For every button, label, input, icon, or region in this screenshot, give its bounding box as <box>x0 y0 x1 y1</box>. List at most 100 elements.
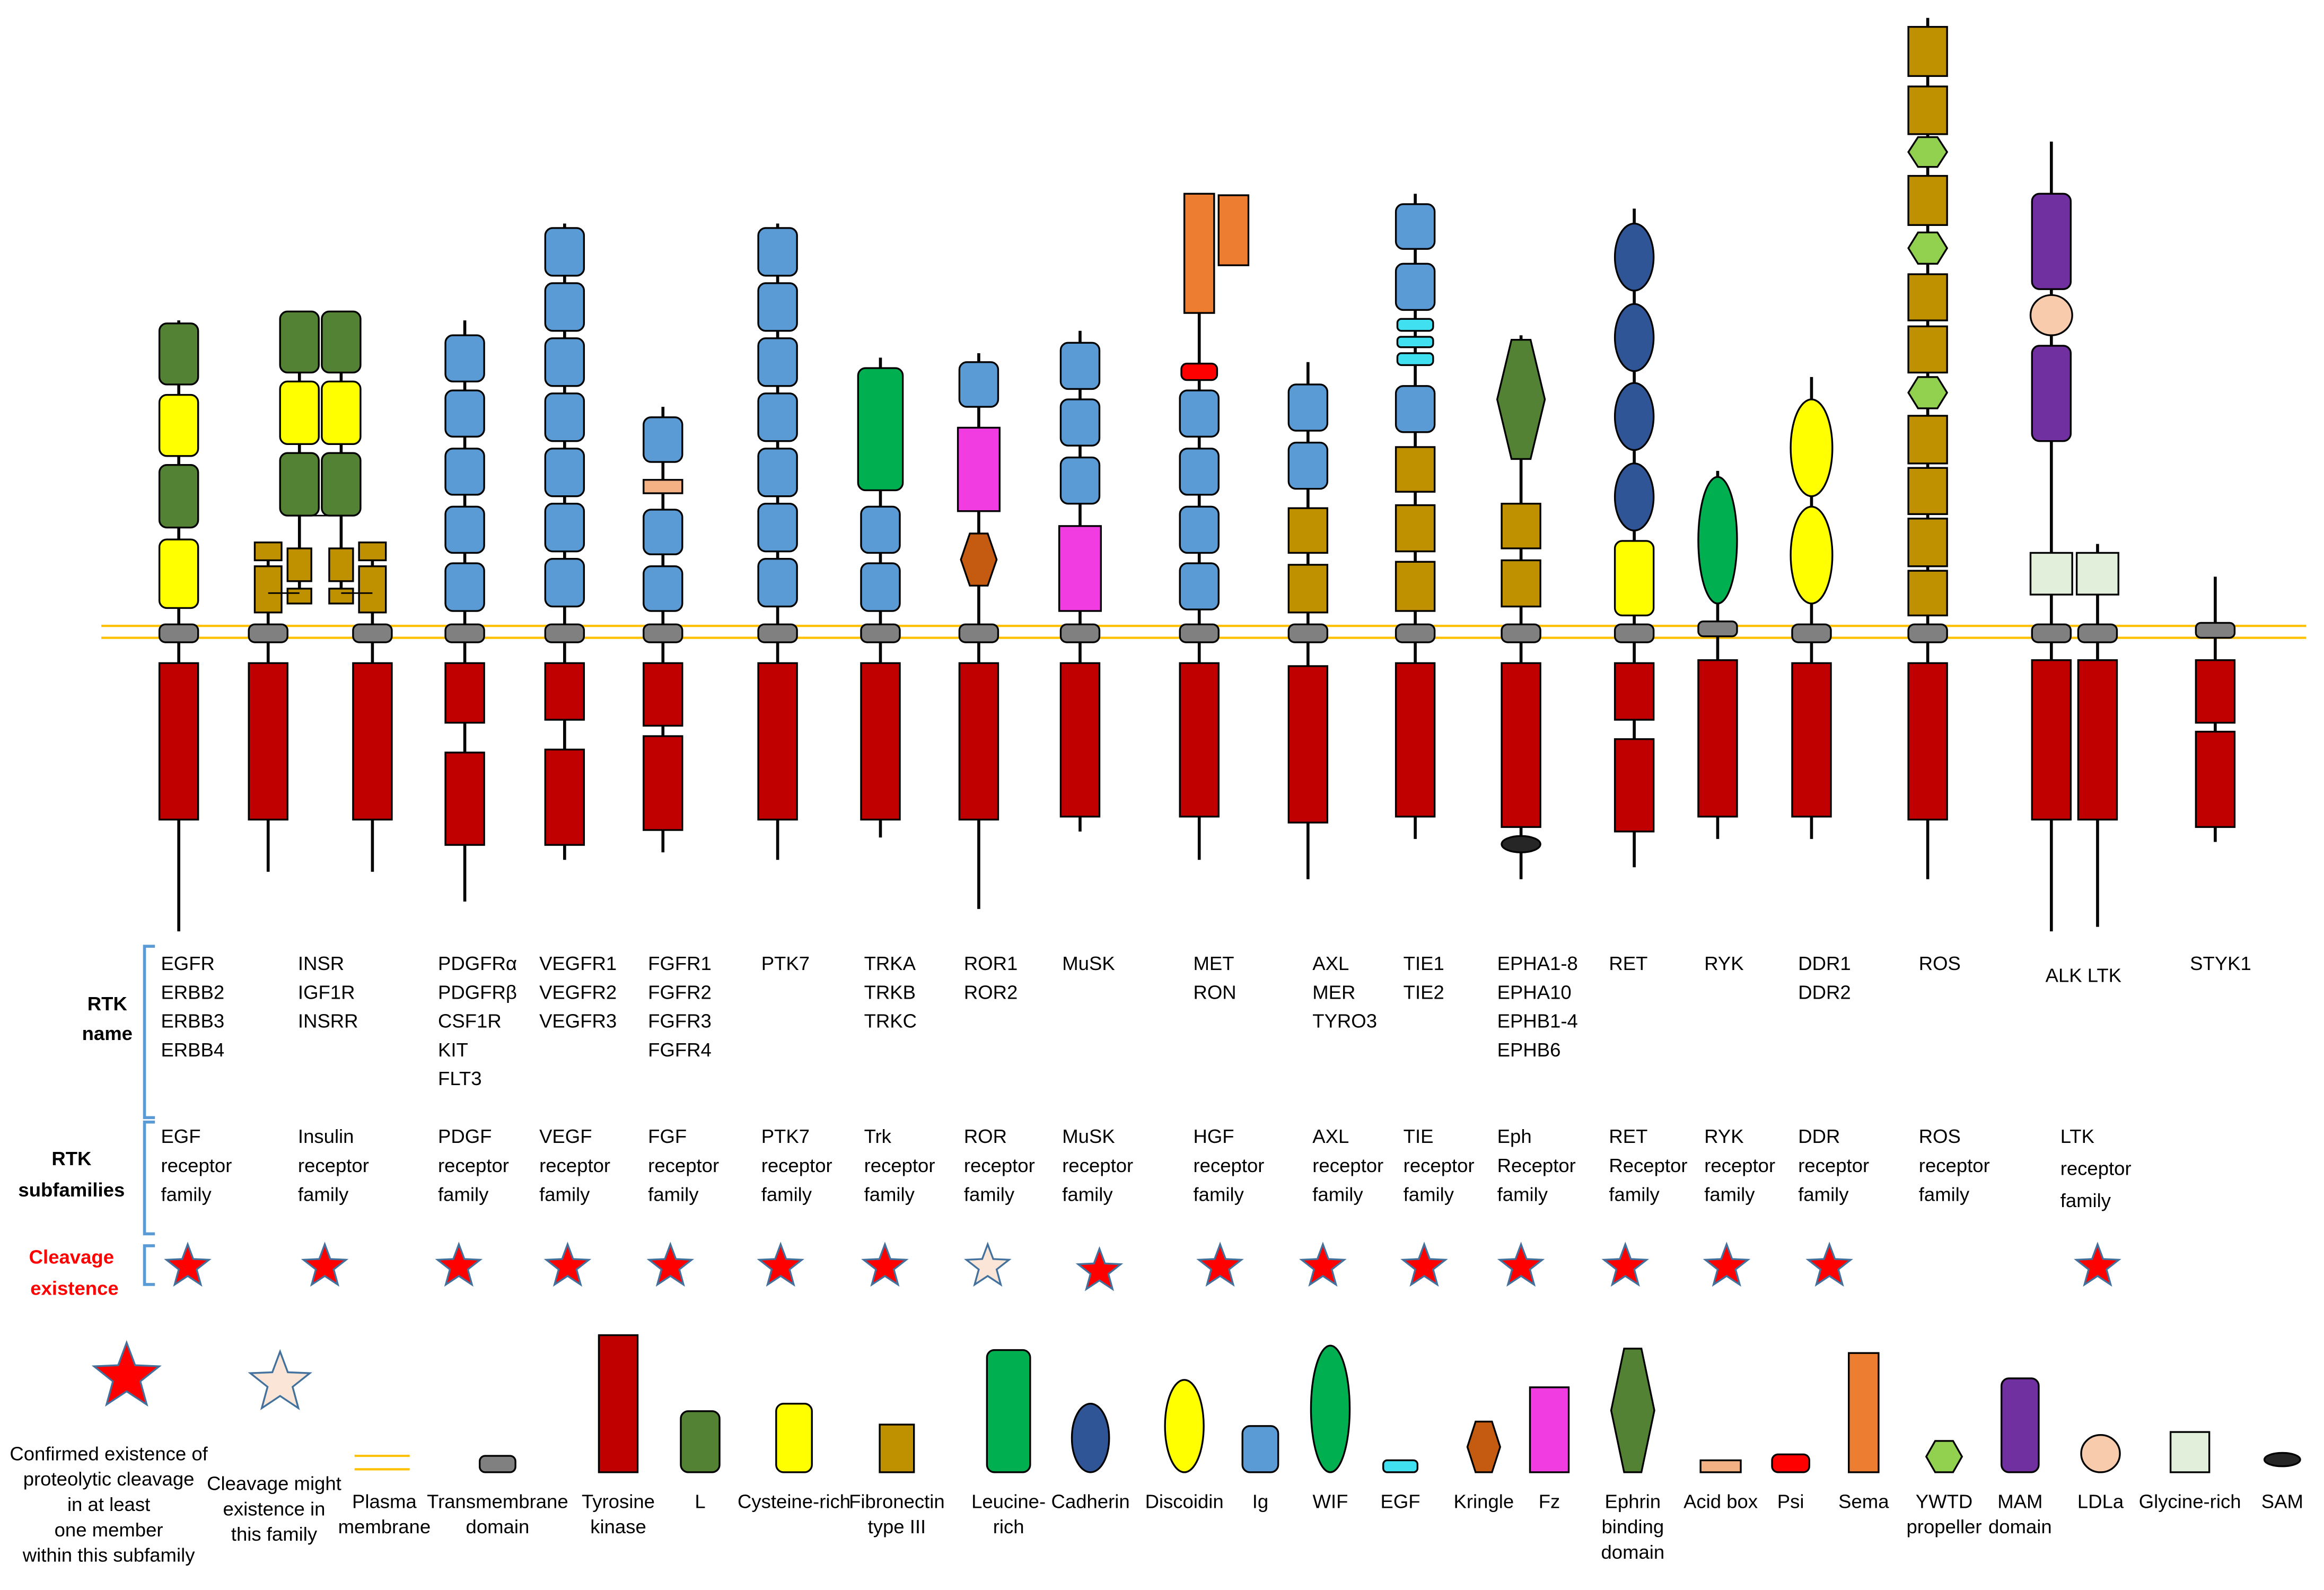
discoidin-domain <box>1164 1379 1205 1473</box>
tyrosine-kinase-domain <box>444 662 485 724</box>
row-labels: RTK name RTK subfamilies Cleavage existence <box>18 945 155 1299</box>
subfamily-label: Receptor <box>1497 1155 1576 1176</box>
legend-confirmed-text: Confirmed existence of <box>10 1443 208 1464</box>
tyrosine-kinase-domain <box>757 662 798 821</box>
receptor-15 <box>1395 194 1436 839</box>
confirmed-cleavage-star-icon <box>543 1242 592 1287</box>
tyrosine-kinase-domain <box>1179 662 1220 818</box>
glycine-rich-domain <box>2169 1431 2211 1473</box>
transmembrane-domain <box>1613 623 1655 643</box>
ig-domain <box>444 448 485 496</box>
tyrosine-kinase-domain <box>643 662 683 727</box>
mam-domain <box>2001 1377 2040 1473</box>
legend-label: MAM <box>1997 1490 2042 1512</box>
cadherin-domain <box>1613 303 1655 372</box>
receptor-0 <box>158 320 199 932</box>
transmembrane-domain <box>958 623 999 643</box>
tyrosine-kinase-domain <box>1697 659 1738 818</box>
tyrosine-kinase-domain <box>598 1334 639 1473</box>
rtk-name: FGFR2 <box>648 981 712 1003</box>
fibronectin-domain <box>1907 570 1948 617</box>
rtk-name: FLT3 <box>438 1068 482 1089</box>
subfamily-label: Eph <box>1497 1125 1532 1147</box>
subfamily-label: Insulin <box>298 1125 354 1147</box>
subfamily-label: ROS <box>1919 1125 1961 1147</box>
fibronectin-domain <box>253 565 283 614</box>
sema-domain <box>1217 194 1250 266</box>
legend-possible-text: Cleavage might <box>207 1473 341 1495</box>
fibronectin-domain <box>1287 507 1329 554</box>
ig-domain <box>444 505 485 554</box>
fibronectin-domain <box>1395 446 1436 493</box>
transmembrane-domain <box>2031 623 2072 643</box>
fibronectin-domain <box>1287 564 1329 614</box>
ig-domain <box>1059 456 1101 505</box>
legend-label: propeller <box>1907 1516 1982 1537</box>
tyrosine-kinase-domain <box>1395 662 1436 818</box>
fibronectin-domain <box>328 588 354 605</box>
cadherin-domain <box>1613 462 1655 531</box>
subfamily-label: receptor <box>1919 1155 1990 1176</box>
subfamily-label: receptor <box>1312 1155 1383 1176</box>
subfamily-label: family <box>648 1184 699 1205</box>
receptor-1 <box>248 541 288 872</box>
receptor-14 <box>1287 362 1329 879</box>
subfamily-label: receptor <box>539 1155 610 1176</box>
rtk-name: MET <box>1194 953 1234 974</box>
fibronectin-domain <box>1395 504 1436 553</box>
cysteine-rich-domain <box>279 380 320 445</box>
fibronectin-domain <box>1907 273 1948 321</box>
receptor-8 <box>757 223 798 860</box>
rtk-name: TIE1 <box>1404 953 1444 974</box>
legend-label: membrane <box>338 1516 431 1537</box>
legend: Confirmed existence of proteolytic cleava… <box>10 1334 2303 1566</box>
tyrosine-kinase-domain <box>158 662 199 821</box>
ig-domain <box>757 503 798 553</box>
ig-domain <box>643 416 683 463</box>
cadherin-domain <box>1613 222 1655 292</box>
receptor-18 <box>1697 470 1738 839</box>
tyrosine-kinase-domain <box>1791 662 1832 818</box>
rtk-name: VEGFR1 <box>539 953 617 974</box>
ig-domain <box>444 334 485 383</box>
egf-domain <box>1396 352 1434 366</box>
transmembrane-domain <box>1059 623 1101 643</box>
subfamily-label: family <box>1497 1184 1548 1205</box>
legend-label: binding <box>1601 1516 1664 1537</box>
ig-domain <box>757 557 798 608</box>
fibronectin-domain <box>286 547 312 582</box>
rtk-name: RET <box>1609 953 1647 974</box>
legend-label: Cadherin <box>1051 1490 1130 1512</box>
ig-domain <box>544 448 585 497</box>
fibronectin-domain <box>1907 518 1948 567</box>
legend-label: Glycine-rich <box>2139 1490 2241 1512</box>
legend-label: Leucine- <box>971 1490 1046 1512</box>
rtk-name: MER <box>1312 981 1355 1003</box>
ig-domain <box>1395 203 1436 250</box>
transmembrane-domain <box>1907 623 1948 643</box>
subfamily-label: family <box>1194 1184 1244 1205</box>
rtk-name: MuSK <box>1062 953 1115 974</box>
cysteine-rich-domain <box>321 380 362 445</box>
subfamily-label: family <box>438 1184 489 1205</box>
possible-cleavage-star-icon <box>963 1242 1012 1287</box>
ephrin-binding-domain <box>1496 338 1546 460</box>
tyrosine-kinase-domain <box>544 748 585 846</box>
legend-label: Acid box <box>1683 1490 1758 1512</box>
legend-label: Cysteine-rich <box>738 1490 850 1512</box>
tyrosine-kinase-domain <box>1613 738 1655 833</box>
transmembrane-domain <box>2077 623 2118 643</box>
rtk-name: STYK1 <box>2190 953 2251 974</box>
egf-domain <box>1382 1459 1419 1473</box>
subfamily-label: receptor <box>2060 1157 2132 1179</box>
rtk-name: VEGFR3 <box>539 1010 617 1032</box>
receptor-10 <box>957 353 1001 909</box>
transmembrane-domain <box>352 623 393 643</box>
egf-domain <box>1396 336 1434 348</box>
transmembrane-domain <box>479 1455 516 1473</box>
tyrosine-kinase-domain <box>860 662 901 821</box>
fibronectin-domain <box>358 565 387 614</box>
ig-domain <box>860 505 901 554</box>
confirmed-cleavage-star-icon <box>301 1242 349 1287</box>
